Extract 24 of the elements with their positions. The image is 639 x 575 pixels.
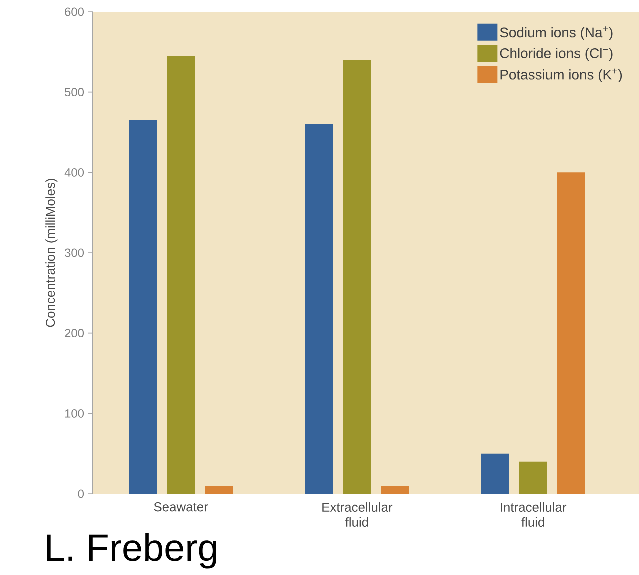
bar [205, 486, 234, 494]
legend-label: Chloride ions (Cl$^{−}$) [500, 48, 613, 62]
bar [381, 486, 410, 494]
x-tick-label: Seawater [154, 502, 208, 512]
legend-label: Sodium ions (Na$^{+}$) [500, 26, 613, 40]
y-tick-label: 600 [65, 8, 84, 16]
x-tick-label: Intracellular fluid [501, 502, 567, 527]
y-tick-label: 300 [64, 248, 84, 258]
bar [129, 120, 158, 494]
y-tick-label: 100 [65, 409, 84, 418]
bar [481, 454, 510, 494]
text: L. Freberg [47, 534, 216, 569]
x-tick-label: Extracellular fluid [322, 502, 393, 527]
bar [343, 60, 372, 494]
bar [557, 172, 586, 494]
bar [519, 462, 548, 494]
y-axis-title: Concentration (milliMoles) [46, 178, 58, 328]
y-tick-label: 500 [65, 88, 84, 97]
y-tick-label: 200 [65, 329, 84, 338]
y-tick-label: 400 [64, 168, 84, 177]
bar [305, 124, 334, 494]
legend-label: Potassium ions (K$^{+}$) [500, 68, 622, 83]
y-tick-label: 0 [78, 490, 84, 498]
bar [167, 56, 196, 494]
